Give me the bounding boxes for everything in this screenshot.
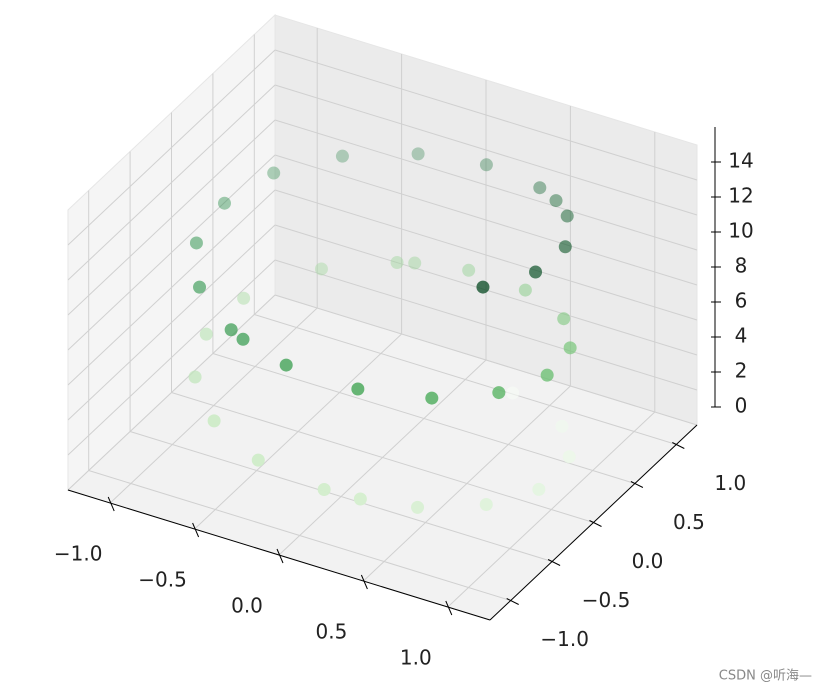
- x-tick: [445, 600, 453, 616]
- y-tick: [547, 559, 561, 566]
- point: [555, 419, 569, 433]
- point: [237, 291, 251, 305]
- point: [558, 240, 572, 254]
- z-tick-label: 12: [728, 184, 753, 208]
- y-tick-label: 0.0: [632, 549, 664, 573]
- grid-line: [67, 189, 276, 386]
- grid-line: [67, 224, 276, 421]
- point: [353, 492, 367, 506]
- grid-line: [171, 392, 594, 523]
- grid-line: [274, 294, 698, 426]
- z-tick-label: 2: [735, 359, 748, 383]
- point: [479, 158, 493, 172]
- grid-line: [274, 259, 698, 391]
- point: [390, 255, 404, 269]
- point: [476, 280, 490, 294]
- y-tick-label: 0.5: [673, 510, 705, 534]
- x-tick-label: 1.0: [400, 646, 432, 670]
- point: [217, 196, 231, 210]
- watermark: CSDN @听海—: [719, 669, 812, 684]
- y-tick-label: 1.0: [714, 471, 746, 495]
- x-tick-label: −0.5: [138, 568, 187, 592]
- point: [267, 166, 281, 180]
- grid-line: [274, 154, 698, 286]
- point: [492, 386, 506, 400]
- point: [411, 500, 425, 514]
- x-tick-label: 0.5: [315, 620, 347, 644]
- point: [236, 332, 250, 346]
- point: [188, 370, 202, 384]
- y-tick: [630, 481, 644, 488]
- grid-line: [67, 84, 276, 281]
- z-tick-label: 6: [735, 289, 748, 313]
- y-tick-label: −1.0: [540, 627, 589, 651]
- point: [351, 382, 365, 396]
- point: [562, 450, 576, 464]
- grid-line: [274, 49, 698, 181]
- point: [251, 453, 265, 467]
- point: [560, 209, 574, 223]
- point: [411, 147, 425, 161]
- point: [207, 414, 221, 428]
- x-tick: [192, 522, 200, 538]
- y-tick: [506, 598, 519, 605]
- point: [532, 482, 546, 496]
- grid-line: [88, 470, 511, 601]
- grid-line: [212, 353, 636, 484]
- point: [189, 236, 203, 250]
- point: [224, 323, 238, 337]
- grid-line: [274, 84, 698, 216]
- point: [533, 181, 547, 195]
- point: [462, 263, 476, 277]
- point: [335, 149, 349, 163]
- point: [529, 265, 543, 279]
- point: [193, 280, 207, 294]
- point: [279, 358, 293, 372]
- z-tick-label: 8: [735, 254, 748, 278]
- point: [314, 262, 328, 276]
- point: [479, 497, 493, 511]
- grid-line: [67, 259, 276, 456]
- y-tick-label: −0.5: [582, 588, 631, 612]
- point: [317, 483, 331, 496]
- z-tick-label: 14: [728, 149, 753, 173]
- point: [506, 386, 520, 400]
- point: [425, 391, 439, 405]
- point: [199, 327, 213, 341]
- z-tick-label: 4: [735, 324, 748, 348]
- x-tick: [360, 574, 368, 590]
- grid-line: [274, 119, 698, 251]
- y-tick: [589, 520, 602, 527]
- point: [518, 283, 532, 297]
- z-tick-label: 0: [735, 394, 748, 418]
- point: [557, 312, 571, 326]
- z-tick-label: 10: [728, 219, 753, 243]
- x-tick-label: 0.0: [231, 594, 263, 618]
- point: [563, 341, 577, 355]
- grid-line: [67, 294, 276, 491]
- grid-line: [67, 119, 276, 316]
- point: [540, 368, 554, 382]
- x-tick: [107, 496, 115, 512]
- x-tick: [276, 548, 284, 564]
- grid-line: [254, 314, 677, 445]
- point: [549, 194, 563, 208]
- grid-line: [129, 431, 553, 562]
- grid-line: [67, 49, 276, 246]
- point: [408, 256, 422, 270]
- x-axis-line: [67, 489, 491, 621]
- grid-line: [274, 189, 698, 321]
- x-tick-label: −1.0: [54, 542, 103, 566]
- grid-line: [67, 154, 276, 351]
- y-tick: [672, 442, 685, 449]
